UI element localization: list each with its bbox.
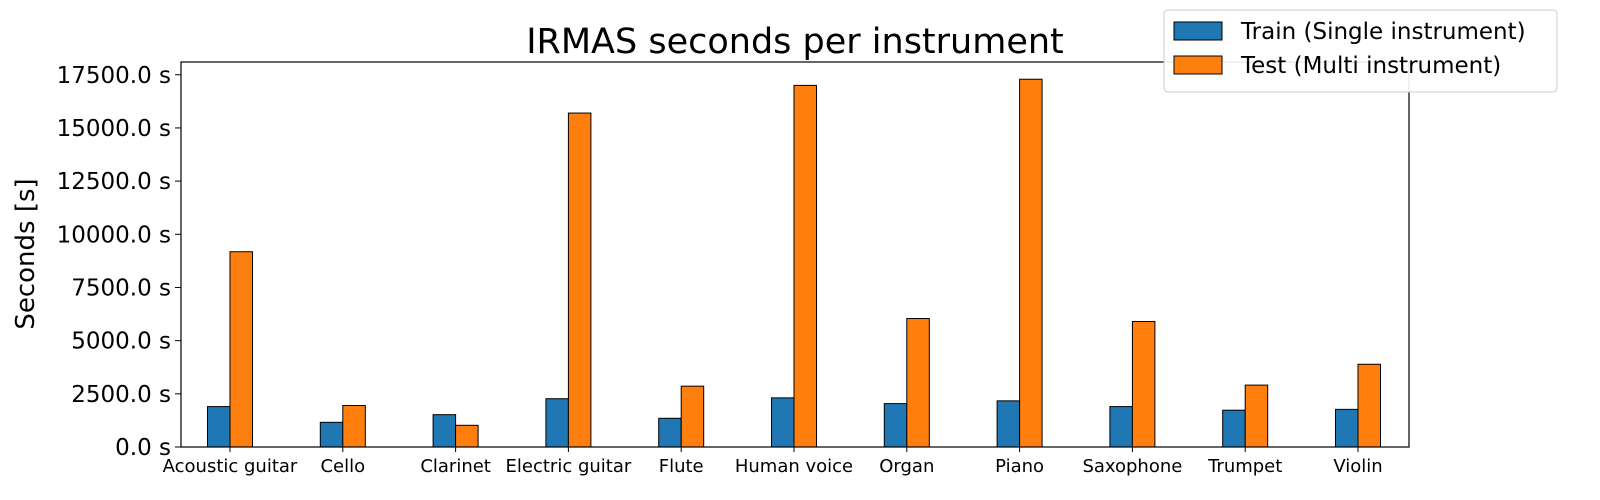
chart-title: IRMAS seconds per instrument bbox=[526, 22, 1064, 62]
legend: Train (Single instrument) Test (Multi ins… bbox=[1163, 9, 1558, 93]
bars-layer bbox=[207, 78, 1381, 448]
bar-test-organ bbox=[906, 318, 930, 448]
y-tick-label: 12500.0 s bbox=[57, 169, 171, 195]
x-tick-label: Saxophone bbox=[1082, 456, 1182, 477]
bar-train-flute bbox=[658, 417, 682, 448]
bar-train-saxophone bbox=[1109, 406, 1133, 448]
bar-test-saxophone bbox=[1131, 321, 1156, 448]
plot-frame bbox=[180, 61, 1410, 448]
bar-train-cello bbox=[319, 421, 344, 448]
bar-test-piano bbox=[1019, 78, 1043, 448]
legend-label-test: Test (Multi instrument) bbox=[1240, 53, 1501, 79]
bar-test-cello bbox=[342, 405, 366, 448]
y-tick-label: 2500.0 s bbox=[71, 382, 171, 408]
bar-test-trumpet bbox=[1244, 384, 1269, 448]
bar-train-piano bbox=[996, 400, 1021, 448]
x-tick-label: Cello bbox=[320, 456, 365, 477]
x-axis-ticks: Acoustic guitar Cello Clarinet Electric gui… bbox=[163, 447, 1383, 477]
x-tick-label: Flute bbox=[659, 456, 704, 477]
y-tick-label: 5000.0 s bbox=[71, 329, 171, 355]
x-tick-label: Acoustic guitar bbox=[163, 456, 298, 477]
x-tick-label: Piano bbox=[995, 456, 1044, 477]
legend-box bbox=[1163, 9, 1558, 93]
legend-label-train: Train (Single instrument) bbox=[1240, 19, 1526, 45]
y-tick-label: 0.0 s bbox=[115, 435, 171, 461]
legend-swatch-test bbox=[1173, 55, 1223, 75]
x-tick-label: Human voice bbox=[735, 456, 853, 477]
bar-train-violin bbox=[1335, 408, 1359, 448]
x-tick-label: Violin bbox=[1333, 456, 1382, 477]
y-tick-label: 10000.0 s bbox=[57, 222, 171, 248]
y-tick-label: 15000.0 s bbox=[57, 116, 171, 142]
x-tick-label: Clarinet bbox=[420, 456, 491, 477]
bar-train-electric-guitar bbox=[545, 398, 569, 448]
y-axis-label: Seconds [s] bbox=[11, 178, 41, 329]
bar-test-human-voice bbox=[793, 84, 817, 448]
legend-swatch-train bbox=[1173, 21, 1223, 41]
bar-test-acoustic-guitar bbox=[229, 251, 253, 448]
bar-test-clarinet bbox=[455, 424, 479, 448]
y-axis-ticks: 0.0 s 2500.0 s 5000.0 s 7500.0 s 10000.0 s 12… bbox=[57, 63, 181, 461]
y-tick-label: 17500.0 s bbox=[57, 63, 171, 89]
bar-test-violin bbox=[1357, 363, 1381, 448]
bar-train-organ bbox=[883, 403, 908, 448]
bar-train-acoustic-guitar bbox=[207, 406, 231, 448]
y-tick-label: 7500.0 s bbox=[71, 275, 171, 301]
bar-train-clarinet bbox=[432, 414, 457, 448]
x-tick-label: Trumpet bbox=[1207, 456, 1282, 477]
bar-test-flute bbox=[680, 385, 705, 448]
x-tick-label: Organ bbox=[879, 456, 934, 477]
bar-test-electric-guitar bbox=[567, 112, 592, 448]
bar-train-human-voice bbox=[771, 397, 795, 448]
bar-train-trumpet bbox=[1222, 409, 1246, 448]
x-tick-label: Electric guitar bbox=[506, 456, 632, 477]
